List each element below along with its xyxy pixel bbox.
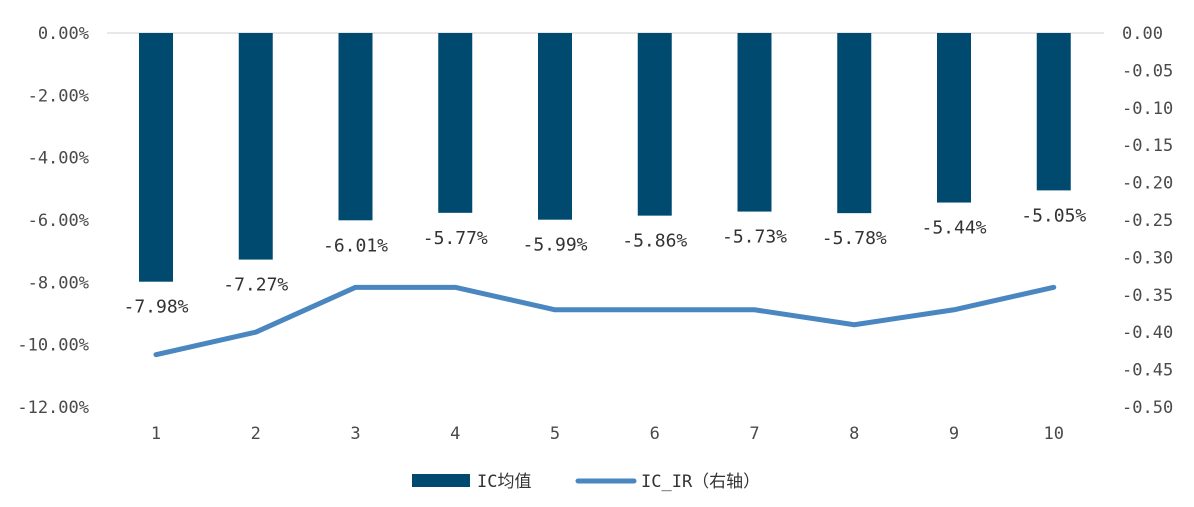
ic-ir-line (153, 284, 1057, 358)
bar (338, 33, 373, 221)
right-tick-label: -0.15 (1122, 136, 1173, 156)
x-tick-label: 10 (1044, 424, 1064, 444)
right-tick-label: -0.40 (1122, 323, 1173, 343)
right-tick-label: -0.50 (1122, 398, 1173, 418)
left-tick-label: -12.00% (17, 398, 89, 418)
right-axis: 0.00 -0.05 -0.10 -0.15 -0.20 -0.25 -0.30 -0.35 -… (1122, 24, 1173, 418)
bar-data-label: -5.86% (622, 231, 687, 252)
x-tick-label: 8 (849, 424, 859, 444)
bar (937, 33, 971, 203)
left-tick-label: -4.00% (28, 149, 89, 169)
left-tick-label: -8.00% (28, 273, 89, 293)
bar (637, 33, 672, 216)
bar (139, 33, 173, 282)
legend-label-bar: IC均值 (477, 472, 531, 492)
right-tick-label: -0.10 (1122, 99, 1173, 119)
left-tick-label: -10.00% (17, 336, 89, 356)
right-tick-label: 0.00 (1122, 24, 1163, 44)
bar (837, 33, 872, 214)
legend-swatch-bar (412, 474, 470, 487)
left-axis: 0.00% -2.00% -4.00% -6.00% -8.00% -10.00% -12.… (17, 24, 89, 418)
bar (1036, 33, 1071, 191)
x-tick-label: 3 (350, 424, 360, 444)
x-tick-label: 2 (251, 424, 261, 444)
bar-data-label: -7.27% (223, 275, 288, 296)
line-series (153, 284, 1057, 358)
right-tick-label: -0.45 (1122, 361, 1173, 381)
left-tick-label: -2.00% (28, 86, 89, 106)
right-tick-label: -0.25 (1122, 211, 1173, 231)
bar-data-label: -7.98% (123, 297, 188, 318)
right-tick-label: -0.35 (1122, 286, 1173, 306)
bar-data-label: -5.05% (1021, 205, 1086, 226)
x-tick-label: 4 (450, 424, 460, 444)
x-tick-label: 6 (650, 424, 660, 444)
x-tick-label: 7 (749, 424, 759, 444)
bar (538, 33, 572, 220)
left-tick-label: -6.00% (28, 211, 89, 231)
bar-data-label: -5.99% (522, 235, 587, 256)
bar-data-label: -5.77% (423, 228, 488, 249)
bar (737, 33, 772, 212)
right-tick-label: -0.20 (1122, 174, 1173, 194)
bar-data-label: -6.01% (323, 235, 388, 256)
x-tick-label: 1 (151, 424, 161, 444)
bar-series (139, 33, 1071, 282)
bar (238, 33, 273, 260)
right-tick-label: -0.05 (1122, 61, 1173, 81)
legend-label-line: IC_IR（右轴） (641, 472, 760, 492)
bar-data-label: -5.78% (822, 228, 887, 249)
bar-data-labels: -7.98% -7.27% -6.01% -5.77% -5.99% -5.86% -5.7… (123, 205, 1086, 317)
bar-data-label: -5.44% (921, 218, 986, 239)
x-tick-label: 5 (550, 424, 560, 444)
x-tick-label: 9 (949, 424, 959, 444)
bar-data-label: -5.73% (722, 227, 787, 248)
left-tick-label: 0.00% (38, 24, 89, 44)
right-tick-label: -0.30 (1122, 248, 1173, 268)
x-axis: 1 2 3 4 5 6 7 8 9 10 (151, 424, 1064, 444)
bar (438, 33, 473, 213)
legend: IC均值 IC_IR（右轴） (412, 472, 760, 492)
